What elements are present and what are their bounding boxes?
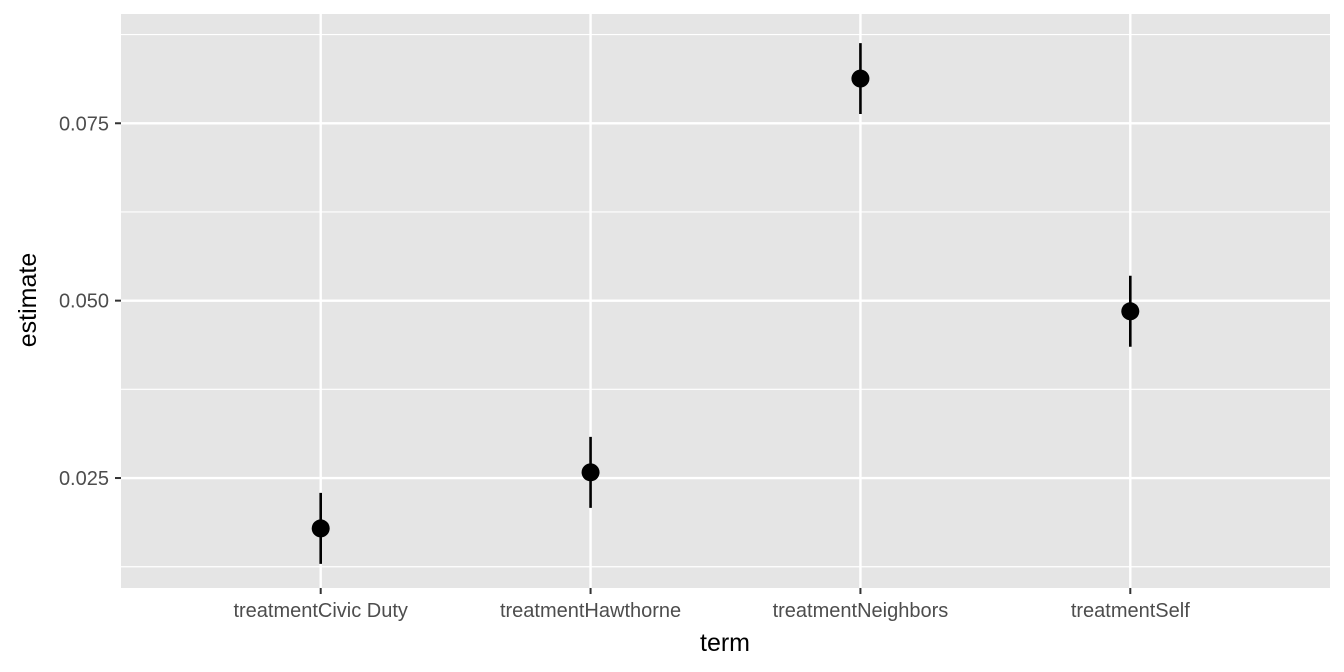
data-point (1121, 302, 1140, 321)
minor-gridlines (121, 33, 1330, 568)
data-point (581, 463, 600, 482)
y-axis-title: estimate (14, 253, 42, 347)
x-tick-label: treatmentHawthorne (500, 600, 681, 622)
x-tick-label: treatmentNeighbors (773, 600, 949, 622)
x-axis: treatmentCivic Duty treatmentHawthorne tre… (233, 588, 1190, 622)
x-tick-label: treatmentSelf (1071, 600, 1190, 622)
y-tick-label: 0.025 (59, 468, 109, 490)
y-tick-label: 0.075 (59, 113, 109, 135)
x-tick-label: treatmentCivic Duty (233, 600, 408, 622)
data-point (851, 69, 870, 88)
y-tick-label: 0.050 (59, 291, 109, 313)
data-marks (311, 43, 1140, 564)
y-axis: 0.025 0.050 0.075 (59, 113, 121, 490)
x-axis-title: term (700, 629, 750, 657)
data-point (311, 519, 330, 538)
